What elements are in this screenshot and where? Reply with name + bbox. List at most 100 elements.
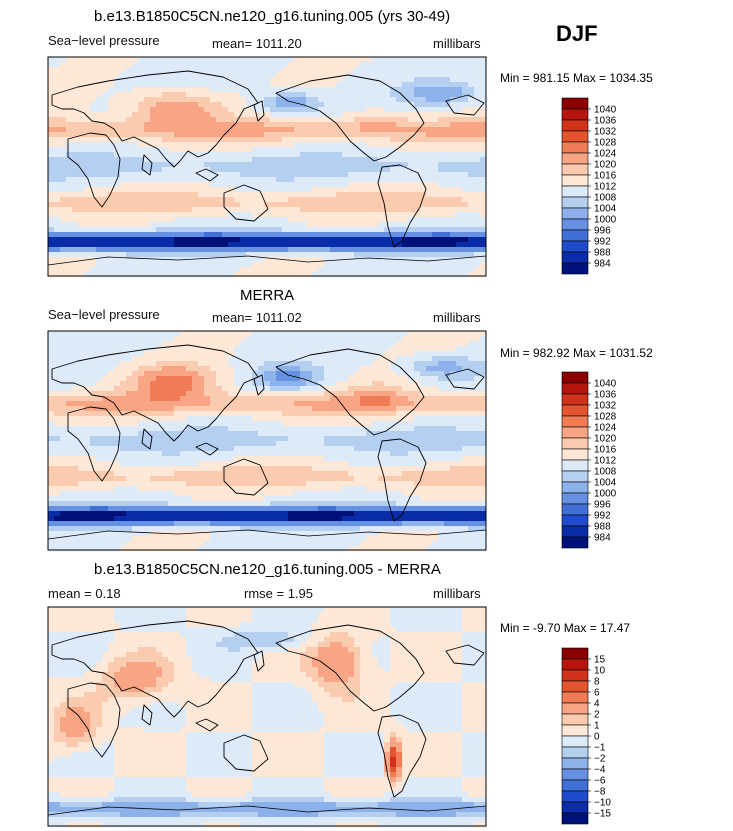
map-cell bbox=[306, 157, 313, 163]
map-cell bbox=[210, 242, 217, 248]
map-cell bbox=[168, 172, 175, 178]
map-cell bbox=[444, 202, 451, 208]
map-cell bbox=[54, 516, 61, 522]
coastline bbox=[195, 168, 219, 182]
map-cell bbox=[72, 262, 79, 268]
map-cell bbox=[78, 361, 85, 367]
map-cell bbox=[240, 112, 247, 118]
map-cell bbox=[108, 516, 115, 522]
map-cell bbox=[198, 117, 205, 123]
map-cell bbox=[306, 162, 313, 168]
map-cell bbox=[300, 97, 307, 103]
map-cell bbox=[72, 396, 79, 402]
map-cell bbox=[48, 212, 55, 218]
map-cell bbox=[204, 491, 211, 497]
map-cell bbox=[108, 187, 115, 193]
map-cell bbox=[444, 72, 451, 78]
map-cell bbox=[144, 252, 151, 258]
map-cell bbox=[186, 546, 193, 552]
map-cell bbox=[336, 107, 343, 113]
map-cell bbox=[270, 192, 277, 198]
map-cell bbox=[180, 117, 187, 123]
map-cell bbox=[96, 471, 103, 477]
map-cell bbox=[192, 107, 199, 113]
map-cell bbox=[216, 451, 223, 457]
map-cell bbox=[108, 426, 115, 432]
map-cell bbox=[114, 122, 121, 128]
map-cell bbox=[132, 431, 139, 437]
map-cell bbox=[174, 441, 181, 447]
map-cell bbox=[336, 102, 343, 108]
map-cell bbox=[150, 366, 157, 372]
map-cell bbox=[150, 202, 157, 208]
map-cell bbox=[96, 197, 103, 203]
map-cell bbox=[144, 521, 151, 527]
map-cell bbox=[120, 491, 127, 497]
map-cell bbox=[378, 212, 385, 218]
map-cell bbox=[366, 82, 373, 88]
map-cell bbox=[246, 232, 253, 238]
map-cell bbox=[240, 162, 247, 168]
map-cell bbox=[438, 147, 445, 153]
map-cell bbox=[192, 252, 199, 258]
map-cell bbox=[60, 366, 67, 372]
map-cell bbox=[210, 77, 217, 83]
map-cell bbox=[258, 257, 265, 263]
map-cell bbox=[144, 182, 151, 188]
map-cell bbox=[126, 416, 133, 422]
map-cell bbox=[60, 232, 67, 238]
map-cell bbox=[420, 167, 427, 173]
map-cell bbox=[114, 511, 121, 517]
map-cell bbox=[198, 62, 205, 68]
map-cell bbox=[354, 72, 361, 78]
map-cell bbox=[372, 67, 379, 73]
map-cell bbox=[414, 257, 421, 263]
map-cell bbox=[174, 202, 181, 208]
map-cell bbox=[354, 82, 361, 88]
map-cell bbox=[450, 257, 457, 263]
map-cell bbox=[84, 336, 91, 342]
map-cell bbox=[342, 82, 349, 88]
map-cell bbox=[318, 177, 325, 183]
map-cell bbox=[240, 227, 247, 233]
map-cell bbox=[138, 466, 145, 472]
map-cell bbox=[168, 137, 175, 143]
map-cell bbox=[78, 501, 85, 507]
map-cell bbox=[192, 272, 199, 278]
map-cell bbox=[264, 102, 271, 108]
map-cell bbox=[180, 401, 187, 407]
map-cell bbox=[192, 461, 199, 467]
map-cell bbox=[348, 167, 355, 173]
map-cell bbox=[240, 67, 247, 73]
map-cell bbox=[72, 421, 79, 427]
map-cell bbox=[150, 267, 157, 273]
map-cell bbox=[72, 162, 79, 168]
map-cell bbox=[84, 67, 91, 73]
map-cell bbox=[462, 82, 469, 88]
map-cell bbox=[78, 207, 85, 213]
map-cell bbox=[126, 102, 133, 108]
map-cell bbox=[120, 122, 127, 128]
map-cell bbox=[282, 197, 289, 203]
map-cell bbox=[300, 72, 307, 78]
map-cell bbox=[360, 72, 367, 78]
panel-2-minmax: Min = 982.92 Max = 1031.52 bbox=[500, 346, 653, 360]
map-cell bbox=[126, 162, 133, 168]
map-cell bbox=[120, 531, 127, 537]
map-cell bbox=[366, 127, 373, 133]
map-cell bbox=[420, 57, 427, 63]
map-cell bbox=[168, 147, 175, 153]
map-cell bbox=[270, 242, 277, 248]
map-cell bbox=[48, 147, 55, 153]
map-cell bbox=[222, 87, 229, 93]
map-cell bbox=[330, 272, 337, 278]
map-cell bbox=[66, 436, 73, 442]
map-cell bbox=[78, 521, 85, 527]
map-cell bbox=[126, 381, 133, 387]
map-cell bbox=[78, 197, 85, 203]
map-cell bbox=[54, 356, 61, 362]
map-cell bbox=[252, 192, 259, 198]
map-cell bbox=[84, 466, 91, 472]
map-cell bbox=[54, 82, 61, 88]
map-cell bbox=[54, 237, 61, 243]
